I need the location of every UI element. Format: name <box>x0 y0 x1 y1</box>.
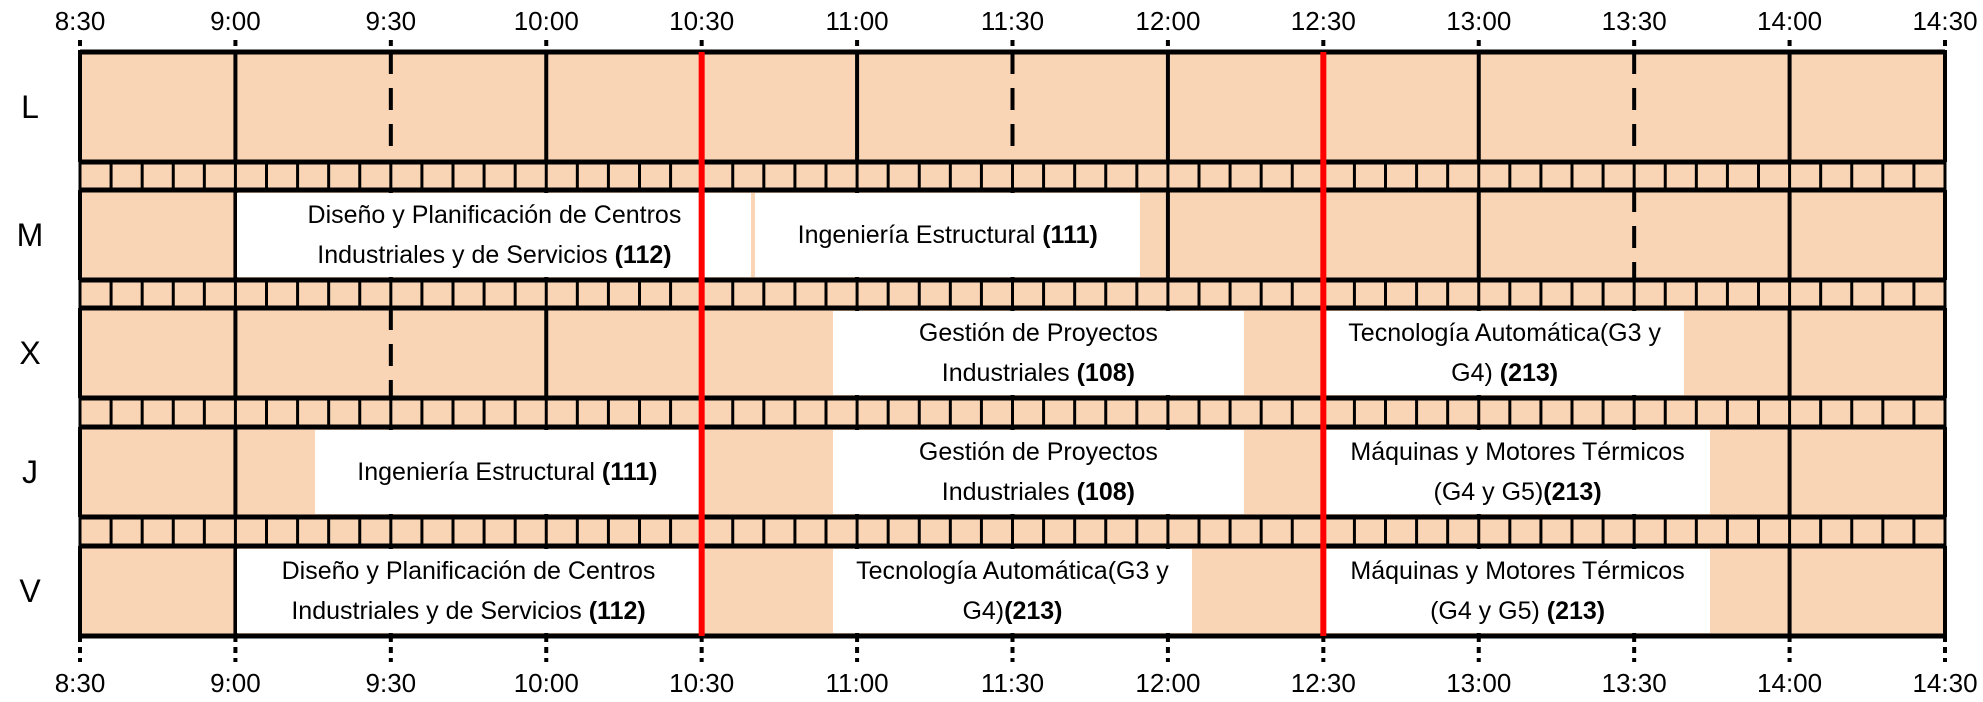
time-label-bottom: 10:00 <box>513 668 579 698</box>
event-line: Gestión de Proyectos <box>919 313 1158 353</box>
time-label-top: 12:30 <box>1290 6 1356 36</box>
event-room: (108) <box>1076 478 1135 506</box>
time-label-bottom: 10:30 <box>669 668 735 698</box>
event-room: (213) <box>1543 478 1602 506</box>
time-label-bottom: 11:00 <box>825 668 889 698</box>
event-block[interactable]: Gestión de Proyectos Industriales (108) <box>833 311 1244 395</box>
event-line: Gestión de Proyectos <box>919 432 1158 472</box>
event-title: Gestión de Proyectos <box>918 319 1158 347</box>
event-room: (112) <box>614 241 672 269</box>
event-room: (111) <box>601 458 658 486</box>
event-block[interactable]: Ingeniería Estructural (111) <box>315 430 700 514</box>
event-title: Máquinas y Motores Térmicos <box>1350 557 1685 585</box>
time-label-bottom: 9:30 <box>365 668 417 698</box>
event-line: G4) (213) <box>1348 353 1661 393</box>
event-line: Ingeniería Estructural (111) <box>357 452 657 492</box>
event-block[interactable]: Gestión de Proyectos Industriales (108) <box>833 430 1244 514</box>
time-label-top: 8:30 <box>54 6 106 36</box>
event-block[interactable]: Tecnología Automática(G3 y G4) (213) <box>1325 311 1684 395</box>
time-label-bottom: 14:30 <box>1912 668 1978 698</box>
event-title: Diseño y Planificación de Centros <box>281 557 656 585</box>
event-room: (213) <box>1004 597 1063 625</box>
event-title: Industriales y de Servicios <box>291 597 589 625</box>
event-text: Tecnología Automática(G3 y G4)(213) <box>856 551 1169 631</box>
time-label-bottom: 13:30 <box>1601 668 1667 698</box>
event-title: Industriales <box>941 359 1077 387</box>
event-title: (G4 y G5) <box>1430 597 1547 625</box>
time-label-top: 13:30 <box>1601 6 1667 36</box>
event-line: Industriales y de Servicios (112) <box>308 235 682 275</box>
event-text: Diseño y Planificación de Centros Industr… <box>282 551 656 631</box>
time-label-top: 10:30 <box>669 6 735 36</box>
event-title: G4) <box>962 597 1005 625</box>
day-label-M: M <box>16 217 44 253</box>
event-title: Industriales y de Servicios <box>317 241 615 269</box>
time-label-top: 11:00 <box>825 6 889 36</box>
event-line: Tecnología Automática(G3 y <box>1348 313 1661 353</box>
day-label-V: V <box>19 573 41 609</box>
event-block[interactable]: Diseño y Planificación de Centros Industr… <box>237 193 752 277</box>
day-label-X: X <box>19 335 41 371</box>
event-text: Diseño y Planificación de Centros Industr… <box>308 195 682 275</box>
time-label-top: 9:30 <box>365 6 417 36</box>
day-label-L: L <box>21 89 39 125</box>
event-line: Industriales y de Servicios (112) <box>282 591 656 631</box>
time-label-bottom: 13:00 <box>1446 668 1512 698</box>
time-label-bottom: 8:30 <box>54 668 106 698</box>
event-block[interactable]: Diseño y Planificación de Centros Industr… <box>237 549 700 633</box>
event-title: Máquinas y Motores Térmicos <box>1350 438 1685 466</box>
time-label-bottom: 14:00 <box>1757 668 1823 698</box>
event-line: Industriales (108) <box>919 472 1158 512</box>
time-label-bottom: 12:30 <box>1290 668 1356 698</box>
event-block[interactable]: Tecnología Automática(G3 y G4)(213) <box>833 549 1192 633</box>
event-line: Tecnología Automática(G3 y <box>856 551 1169 591</box>
event-text: Ingeniería Estructural (111) <box>798 215 1098 255</box>
event-line: (G4 y G5) (213) <box>1350 591 1684 631</box>
event-room: (213) <box>1546 597 1606 625</box>
event-block[interactable]: Ingeniería Estructural (111) <box>755 193 1140 277</box>
event-room: (108) <box>1076 359 1135 387</box>
event-line: G4)(213) <box>856 591 1169 631</box>
event-text: Tecnología Automática(G3 y G4) (213) <box>1348 313 1661 393</box>
event-text: Gestión de Proyectos Industriales (108) <box>919 432 1158 512</box>
event-line: (G4 y G5)(213) <box>1350 472 1684 512</box>
time-label-top: 13:00 <box>1446 6 1512 36</box>
event-text: Máquinas y Motores Térmicos (G4 y G5)(213… <box>1350 432 1684 512</box>
time-label-top: 12:00 <box>1135 6 1201 36</box>
event-title: Tecnología Automática(G3 y <box>856 557 1169 585</box>
event-title: G4) <box>1451 359 1500 387</box>
time-label-top: 14:00 <box>1757 6 1823 36</box>
event-room: (111) <box>1042 221 1098 249</box>
event-title: Tecnología Automática(G3 y <box>1348 319 1661 347</box>
event-title: Ingeniería Estructural <box>797 221 1043 249</box>
time-label-top: 9:00 <box>210 6 261 36</box>
event-line: Ingeniería Estructural (111) <box>798 215 1098 255</box>
event-title: Ingeniería Estructural <box>357 458 602 486</box>
event-line: Máquinas y Motores Térmicos <box>1350 432 1684 472</box>
event-line: Diseño y Planificación de Centros <box>282 551 656 591</box>
event-title: Industriales <box>941 478 1077 506</box>
time-label-top: 14:30 <box>1912 6 1978 36</box>
event-title: Diseño y Planificación de Centros <box>307 201 682 229</box>
time-label-top: 11:30 <box>980 6 1045 36</box>
event-line: Diseño y Planificación de Centros <box>308 195 682 235</box>
event-block[interactable]: Máquinas y Motores Térmicos (G4 y G5)(213… <box>1325 430 1710 514</box>
event-line: Máquinas y Motores Térmicos <box>1350 551 1684 591</box>
day-label-J: J <box>22 454 38 490</box>
event-title: (G4 y G5) <box>1433 478 1544 506</box>
event-room: (112) <box>588 597 646 625</box>
event-line: Industriales (108) <box>919 353 1158 393</box>
time-label-top: 10:00 <box>513 6 579 36</box>
time-label-bottom: 12:00 <box>1135 668 1201 698</box>
event-text: Ingeniería Estructural (111) <box>357 452 657 492</box>
time-label-bottom: 11:30 <box>980 668 1045 698</box>
event-block[interactable]: Máquinas y Motores Térmicos (G4 y G5) (21… <box>1325 549 1710 633</box>
event-text: Gestión de Proyectos Industriales (108) <box>919 313 1158 393</box>
event-title: Gestión de Proyectos <box>918 438 1158 466</box>
time-label-bottom: 9:00 <box>210 668 261 698</box>
event-text: Máquinas y Motores Térmicos (G4 y G5) (21… <box>1350 551 1684 631</box>
event-room: (213) <box>1499 359 1559 387</box>
